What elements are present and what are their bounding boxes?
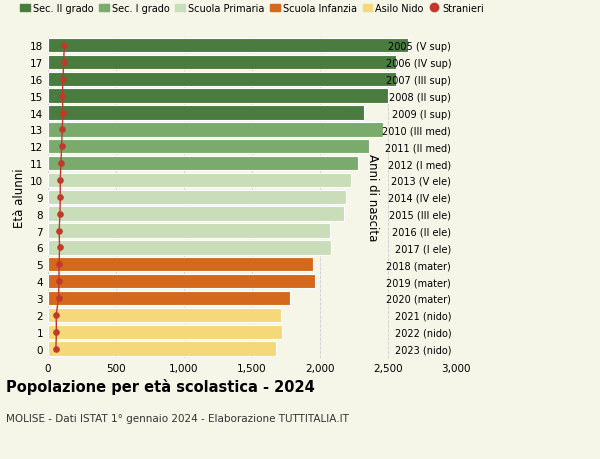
Point: [55, 194, 65, 201]
Bar: [48, 73, 396, 87]
Point: [56, 160, 66, 168]
Bar: [48, 257, 313, 272]
Point: [55, 177, 65, 184]
Bar: [48, 308, 281, 322]
Bar: [48, 224, 329, 238]
Y-axis label: Anni di nascita: Anni di nascita: [366, 154, 379, 241]
Bar: [48, 190, 346, 205]
Bar: [48, 140, 369, 154]
Bar: [48, 174, 351, 188]
Bar: [48, 241, 331, 255]
Point: [57, 143, 67, 151]
Point: [55, 211, 65, 218]
Bar: [48, 56, 396, 70]
Bar: [48, 90, 388, 104]
Point: [52, 312, 61, 319]
Text: Popolazione per età scolastica - 2024: Popolazione per età scolastica - 2024: [6, 379, 315, 395]
Point: [55, 227, 64, 235]
Point: [59, 42, 69, 50]
Point: [52, 328, 61, 336]
Point: [58, 76, 68, 83]
Bar: [48, 325, 282, 339]
Text: MOLISE - Dati ISTAT 1° gennaio 2024 - Elaborazione TUTTITALIA.IT: MOLISE - Dati ISTAT 1° gennaio 2024 - El…: [6, 413, 349, 423]
Bar: [48, 341, 277, 356]
Bar: [48, 157, 358, 171]
Bar: [48, 106, 364, 120]
Legend: Sec. II grado, Sec. I grado, Scuola Primaria, Scuola Infanzia, Asilo Nido, Stran: Sec. II grado, Sec. I grado, Scuola Prim…: [16, 0, 488, 17]
Point: [58, 93, 67, 100]
Point: [55, 261, 64, 269]
Point: [54, 278, 64, 285]
Bar: [48, 291, 290, 305]
Point: [55, 244, 64, 252]
Bar: [48, 123, 383, 137]
Point: [58, 110, 68, 117]
Point: [51, 345, 61, 353]
Bar: [48, 39, 409, 53]
Bar: [48, 274, 314, 289]
Point: [59, 59, 68, 67]
Y-axis label: Età alunni: Età alunni: [13, 168, 26, 227]
Bar: [48, 207, 344, 221]
Point: [58, 126, 67, 134]
Point: [54, 295, 64, 302]
